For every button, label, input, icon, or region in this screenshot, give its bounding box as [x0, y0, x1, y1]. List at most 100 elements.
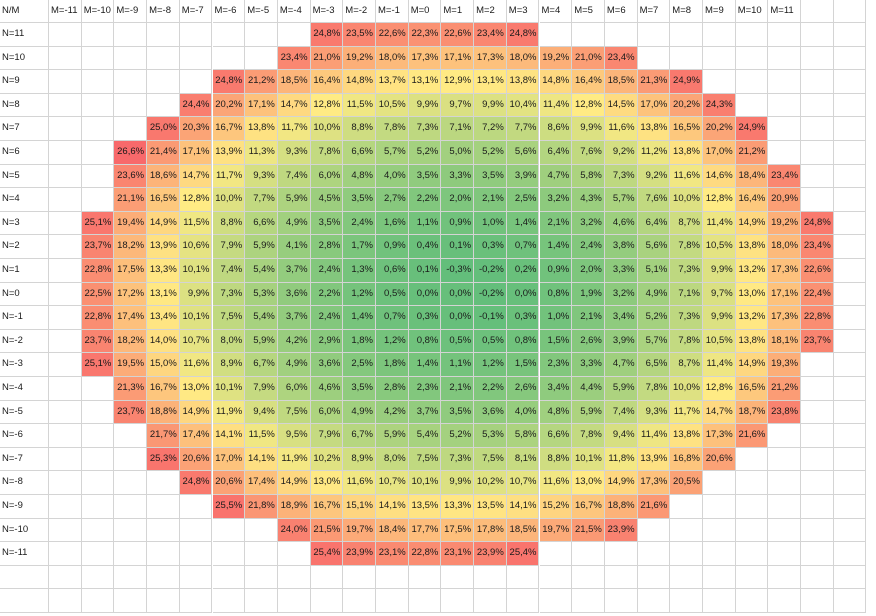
heatmap-value-cell[interactable]: 23,7% [81, 235, 115, 259]
heatmap-value-cell[interactable]: 0,3% [408, 306, 442, 330]
heatmap-value-cell[interactable]: 21,0% [310, 46, 344, 71]
heatmap-value-cell[interactable]: 7,5% [212, 306, 246, 330]
empty-cell[interactable] [81, 542, 115, 566]
heatmap-value-cell[interactable]: 1,4% [506, 211, 540, 236]
heatmap-value-cell[interactable]: 9,5% [277, 424, 311, 448]
heatmap-value-cell[interactable]: 3,5% [474, 164, 507, 189]
heatmap-value-cell[interactable]: 10,2% [310, 447, 344, 472]
heatmap-value-cell[interactable]: 13,0% [310, 471, 344, 495]
empty-cell[interactable] [833, 70, 867, 94]
empty-cell[interactable] [539, 589, 573, 613]
heatmap-value-cell[interactable]: 9,4% [604, 424, 638, 448]
heatmap-value-cell[interactable]: 2,5% [506, 188, 540, 212]
heatmap-value-cell[interactable]: 25,3% [147, 447, 180, 472]
heatmap-value-cell[interactable]: 3,5% [441, 400, 475, 425]
heatmap-value-cell[interactable]: 19,2% [343, 46, 376, 71]
heatmap-value-cell[interactable]: 7,9% [212, 235, 246, 259]
empty-cell[interactable] [539, 565, 573, 590]
empty-cell[interactable] [81, 377, 115, 401]
heatmap-value-cell[interactable]: 25,1% [81, 353, 115, 377]
heatmap-value-cell[interactable]: 5,8% [572, 164, 605, 189]
heatmap-value-cell[interactable]: 10,6% [179, 235, 213, 259]
heatmap-value-cell[interactable]: 23,8% [768, 400, 802, 425]
heatmap-value-cell[interactable]: 4,8% [343, 164, 376, 189]
column-header-cell[interactable]: M=-1 [376, 0, 409, 23]
empty-cell[interactable] [833, 164, 867, 189]
heatmap-value-cell[interactable]: 1,2% [343, 282, 376, 307]
heatmap-value-cell[interactable]: 9,9% [408, 93, 442, 118]
empty-cell[interactable] [343, 565, 376, 590]
empty-cell[interactable] [735, 589, 769, 613]
empty-cell[interactable] [735, 471, 769, 495]
row-header-cell[interactable]: N=-9 [0, 495, 49, 519]
empty-cell[interactable] [768, 93, 802, 118]
heatmap-value-cell[interactable]: 0,8% [408, 329, 442, 354]
column-header-cell[interactable]: M=4 [539, 0, 573, 23]
empty-cell[interactable] [245, 23, 278, 47]
heatmap-value-cell[interactable]: 25,4% [506, 542, 540, 566]
heatmap-value-cell[interactable]: 23,5% [343, 23, 376, 47]
empty-cell[interactable] [179, 542, 213, 566]
heatmap-value-cell[interactable]: 17,2% [114, 282, 148, 307]
heatmap-value-cell[interactable]: 11,7% [277, 117, 311, 141]
empty-cell[interactable] [81, 447, 115, 472]
column-header-cell[interactable]: M=0 [408, 0, 442, 23]
heatmap-value-cell[interactable]: 7,3% [670, 306, 703, 330]
heatmap-value-cell[interactable]: 11,3% [245, 141, 278, 165]
empty-cell[interactable] [212, 589, 246, 613]
empty-cell[interactable] [49, 306, 82, 330]
empty-cell[interactable] [49, 282, 82, 307]
empty-cell[interactable] [670, 23, 703, 47]
heatmap-value-cell[interactable]: 7,4% [604, 400, 638, 425]
empty-cell[interactable] [147, 23, 180, 47]
heatmap-value-cell[interactable]: 7,8% [572, 424, 605, 448]
empty-cell[interactable] [735, 23, 769, 47]
empty-cell[interactable] [572, 589, 605, 613]
heatmap-value-cell[interactable]: 13,1% [474, 70, 507, 94]
heatmap-value-cell[interactable]: 13,1% [147, 282, 180, 307]
heatmap-value-cell[interactable]: 11,4% [703, 353, 736, 377]
heatmap-value-cell[interactable]: 24,8% [212, 70, 246, 94]
empty-cell[interactable] [801, 141, 834, 165]
heatmap-value-cell[interactable]: 5,2% [474, 141, 507, 165]
heatmap-value-cell[interactable]: 4,9% [637, 282, 671, 307]
heatmap-value-cell[interactable]: 18,7% [735, 400, 769, 425]
empty-cell[interactable] [801, 70, 834, 94]
heatmap-value-cell[interactable]: 1,1% [441, 353, 475, 377]
empty-cell[interactable] [604, 565, 638, 590]
heatmap-value-cell[interactable]: 23,9% [474, 542, 507, 566]
heatmap-value-cell[interactable]: 10,0% [212, 188, 246, 212]
heatmap-value-cell[interactable]: 22,3% [408, 23, 442, 47]
empty-cell[interactable] [801, 377, 834, 401]
heatmap-value-cell[interactable]: 20,2% [703, 117, 736, 141]
heatmap-value-cell[interactable]: 8,9% [343, 447, 376, 472]
heatmap-value-cell[interactable]: 17,4% [114, 306, 148, 330]
heatmap-value-cell[interactable]: 3,7% [277, 306, 311, 330]
heatmap-value-cell[interactable]: 5,8% [506, 424, 540, 448]
heatmap-value-cell[interactable]: 10,1% [212, 377, 246, 401]
heatmap-value-cell[interactable]: 8,7% [670, 211, 703, 236]
empty-cell[interactable] [703, 495, 736, 519]
heatmap-value-cell[interactable]: 2,3% [539, 353, 573, 377]
empty-cell[interactable] [703, 70, 736, 94]
heatmap-value-cell[interactable]: 13,7% [376, 70, 409, 94]
heatmap-value-cell[interactable]: 1,0% [474, 211, 507, 236]
empty-cell[interactable] [833, 353, 867, 377]
heatmap-value-cell[interactable]: 18,4% [376, 518, 409, 543]
empty-cell[interactable] [179, 589, 213, 613]
heatmap-value-cell[interactable]: 7,7% [245, 188, 278, 212]
heatmap-value-cell[interactable]: 14,7% [703, 400, 736, 425]
heatmap-value-cell[interactable]: 13,8% [735, 329, 769, 354]
heatmap-value-cell[interactable]: 18,0% [506, 46, 540, 71]
empty-cell[interactable] [114, 565, 148, 590]
heatmap-value-cell[interactable]: 9,2% [637, 164, 671, 189]
empty-cell[interactable] [768, 117, 802, 141]
empty-cell[interactable] [801, 542, 834, 566]
row-header-cell[interactable]: N=-3 [0, 353, 49, 377]
heatmap-value-cell[interactable]: 7,8% [376, 117, 409, 141]
heatmap-value-cell[interactable]: 13,9% [212, 141, 246, 165]
empty-cell[interactable] [49, 377, 82, 401]
heatmap-value-cell[interactable]: 5,2% [408, 141, 442, 165]
heatmap-value-cell[interactable]: 7,5% [277, 400, 311, 425]
empty-cell[interactable] [474, 565, 507, 590]
